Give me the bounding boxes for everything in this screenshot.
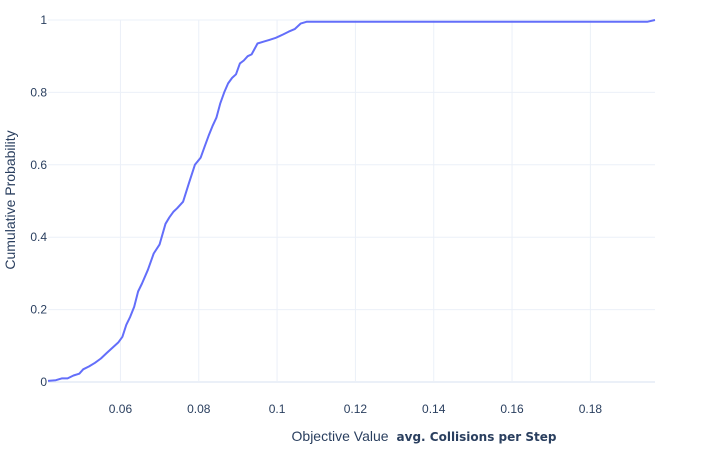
x-axis-title: Objective Value avg. Collisions per Step bbox=[292, 428, 557, 444]
y-axis-title: Cumulative Probability bbox=[2, 130, 18, 269]
grid-layer bbox=[48, 19, 655, 383]
x-tick-label: 0.14 bbox=[422, 402, 446, 416]
y-tick-label: 1 bbox=[40, 13, 47, 27]
x-tick-label: 0.1 bbox=[269, 402, 286, 416]
x-tick-label: 0.18 bbox=[579, 402, 603, 416]
y-tick-label: 0.8 bbox=[30, 85, 47, 99]
x-tick-label: 0.06 bbox=[109, 402, 133, 416]
line-layer bbox=[47, 19, 656, 382]
x-tick-label: 0.12 bbox=[344, 402, 368, 416]
x-axis-title-unit: avg. Collisions per Step bbox=[397, 430, 557, 444]
y-tick-label: 0.2 bbox=[30, 303, 47, 317]
tick-layer: 0.06 0.08 0.1 0.12 0.14 0.16 0.18 0 0.2 0.4 0.6 0.8… bbox=[30, 13, 602, 416]
x-tick-label: 0.08 bbox=[187, 402, 211, 416]
x-tick-label: 0.16 bbox=[500, 402, 524, 416]
cdf-series-line bbox=[47, 19, 656, 382]
y-tick-label: 0.6 bbox=[30, 158, 47, 172]
y-tick-label: 0 bbox=[40, 375, 47, 389]
x-axis-title-main: Objective Value bbox=[292, 428, 389, 444]
y-tick-label: 0.4 bbox=[30, 230, 47, 244]
